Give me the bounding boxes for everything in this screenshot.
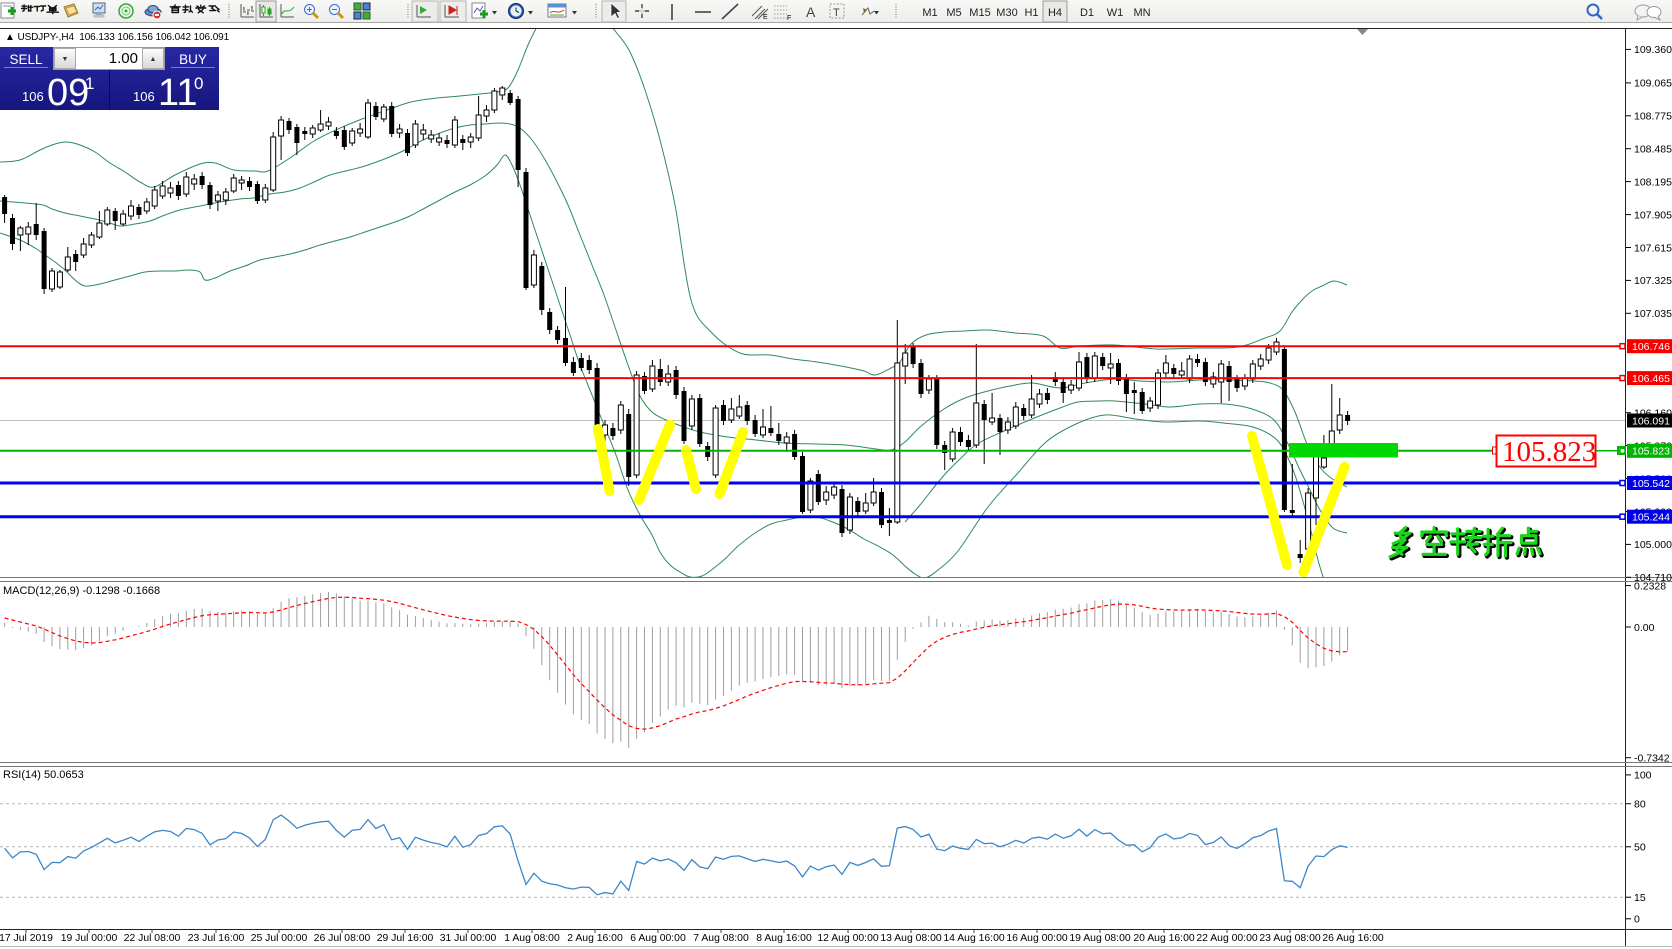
svg-text:109.065: 109.065: [1634, 78, 1672, 90]
svg-text:0.2328: 0.2328: [1634, 580, 1666, 592]
svg-text:108.195: 108.195: [1634, 176, 1672, 188]
svg-text:D1: D1: [1080, 7, 1094, 19]
svg-text:7 Aug 08:00: 7 Aug 08:00: [693, 933, 749, 944]
svg-text:104.710: 104.710: [1634, 572, 1672, 584]
svg-text:26 Jul 08:00: 26 Jul 08:00: [314, 933, 371, 944]
svg-text:105.823: 105.823: [1502, 436, 1596, 468]
svg-text:13 Aug 08:00: 13 Aug 08:00: [880, 933, 941, 944]
svg-text:M5: M5: [946, 7, 961, 19]
svg-text:0.00: 0.00: [1634, 622, 1655, 634]
svg-text:106.465: 106.465: [1632, 373, 1670, 385]
svg-text:26 Aug 16:00: 26 Aug 16:00: [1322, 933, 1383, 944]
svg-text:106.746: 106.746: [1632, 341, 1670, 353]
svg-text:80: 80: [1634, 799, 1646, 811]
svg-text:25 Jul 00:00: 25 Jul 00:00: [251, 933, 308, 944]
svg-text:15: 15: [1634, 892, 1646, 904]
svg-text:106.091: 106.091: [1632, 415, 1670, 427]
svg-text:109.360: 109.360: [1634, 44, 1672, 56]
svg-text:12 Aug 00:00: 12 Aug 00:00: [817, 933, 878, 944]
svg-text:105.542: 105.542: [1632, 478, 1670, 490]
svg-text:31 Jul 00:00: 31 Jul 00:00: [440, 933, 497, 944]
svg-text:107.615: 107.615: [1634, 242, 1672, 254]
svg-text:105.823: 105.823: [1632, 446, 1670, 458]
svg-text:107.905: 107.905: [1634, 209, 1672, 221]
svg-text:0: 0: [1634, 914, 1640, 926]
svg-text:M1: M1: [922, 7, 937, 19]
svg-text:-0.7342: -0.7342: [1634, 753, 1670, 765]
svg-text:MN: MN: [1133, 7, 1150, 19]
svg-text:H4: H4: [1048, 7, 1062, 19]
svg-text:29 Jul 16:00: 29 Jul 16:00: [377, 933, 434, 944]
svg-text:50: 50: [1634, 842, 1646, 854]
svg-text:W1: W1: [1107, 7, 1124, 19]
svg-text:MACD(12,26,9) -0.1298 -0.1668: MACD(12,26,9) -0.1298 -0.1668: [3, 585, 160, 597]
svg-text:105.000: 105.000: [1634, 539, 1672, 551]
svg-text:14 Aug 16:00: 14 Aug 16:00: [943, 933, 1004, 944]
svg-text:F: F: [787, 15, 791, 22]
svg-text:E: E: [763, 14, 768, 21]
svg-text:19 Jul 00:00: 19 Jul 00:00: [61, 933, 118, 944]
svg-text:107.325: 107.325: [1634, 275, 1672, 287]
svg-text:107.035: 107.035: [1634, 308, 1672, 320]
svg-text:108.485: 108.485: [1634, 144, 1672, 156]
svg-text:6 Aug 00:00: 6 Aug 00:00: [630, 933, 686, 944]
svg-text:1 Aug 08:00: 1 Aug 08:00: [504, 933, 560, 944]
svg-text:8 Aug 16:00: 8 Aug 16:00: [756, 933, 812, 944]
svg-text:22 Jul 08:00: 22 Jul 08:00: [124, 933, 181, 944]
svg-text:16 Aug 00:00: 16 Aug 00:00: [1006, 933, 1067, 944]
svg-text:RSI(14) 50.0653: RSI(14) 50.0653: [3, 769, 84, 781]
svg-text:A: A: [806, 4, 816, 20]
svg-text:T: T: [833, 7, 840, 19]
svg-text:105.244: 105.244: [1632, 512, 1670, 524]
svg-text:H1: H1: [1024, 7, 1038, 19]
svg-text:23 Jul 16:00: 23 Jul 16:00: [188, 933, 245, 944]
svg-text:2 Aug 16:00: 2 Aug 16:00: [567, 933, 623, 944]
svg-text:108.775: 108.775: [1634, 111, 1672, 123]
svg-text:22 Aug 00:00: 22 Aug 00:00: [1196, 933, 1257, 944]
svg-text:23 Aug 08:00: 23 Aug 08:00: [1259, 933, 1320, 944]
svg-text:M15: M15: [969, 7, 990, 19]
svg-text:100: 100: [1634, 770, 1652, 782]
svg-text:20 Aug 16:00: 20 Aug 16:00: [1133, 933, 1194, 944]
svg-text:M30: M30: [996, 7, 1017, 19]
svg-text:17 Jul 2019: 17 Jul 2019: [0, 933, 53, 944]
svg-text:19 Aug 08:00: 19 Aug 08:00: [1069, 933, 1130, 944]
